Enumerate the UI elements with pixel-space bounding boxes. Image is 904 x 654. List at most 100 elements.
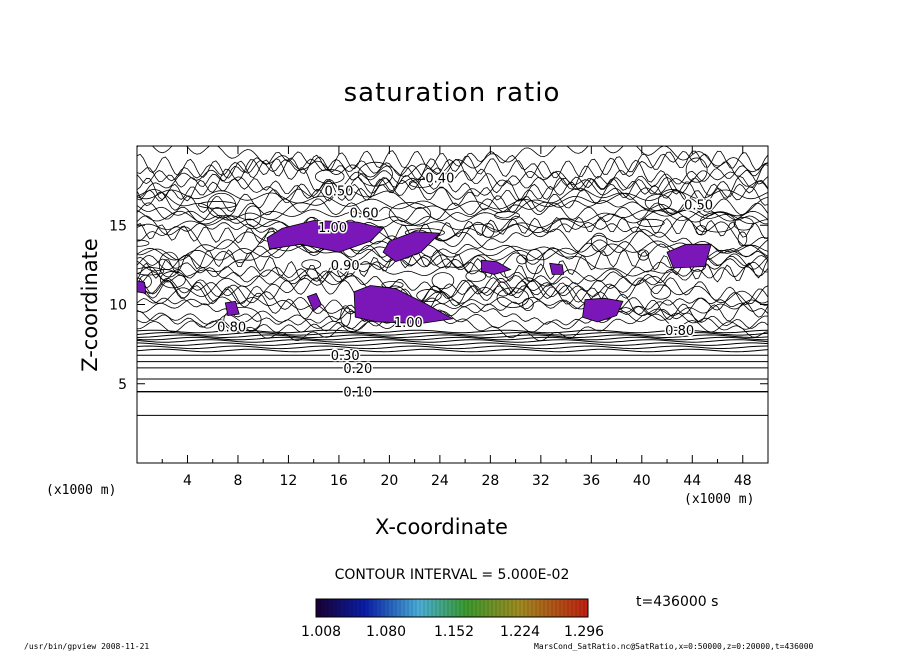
supersaturated-region bbox=[582, 297, 624, 323]
colorbar-tick: 1.080 bbox=[366, 624, 407, 640]
contour-label: 0.10 bbox=[343, 386, 372, 401]
contour-label: 0.50 bbox=[684, 199, 713, 214]
contour-line bbox=[137, 244, 768, 277]
contour-line bbox=[137, 256, 768, 285]
x-axis-ticks: 4 8 12 16 20 24 28 32 36 40 44 48 bbox=[161, 146, 752, 489]
colorbar bbox=[315, 598, 589, 618]
contour-line bbox=[137, 198, 768, 223]
x-unit-left: (x1000 m) bbox=[46, 483, 117, 498]
contour-line bbox=[137, 150, 768, 179]
y-axis-ticks: 5 10 15 bbox=[109, 218, 768, 393]
contour-loop bbox=[737, 231, 748, 247]
contour-loop bbox=[244, 205, 262, 227]
contour-label: 0.20 bbox=[343, 362, 372, 377]
contour-loop bbox=[137, 267, 165, 276]
supersaturated-region bbox=[382, 231, 441, 263]
y-axis-label: Z-coordinate bbox=[78, 238, 102, 372]
contour-label: 1.00 bbox=[394, 316, 423, 331]
time-label: t=436000 s bbox=[636, 594, 719, 610]
contour-line bbox=[137, 221, 768, 259]
contour-line bbox=[137, 215, 768, 256]
contour-loop bbox=[388, 202, 432, 226]
contour-loop bbox=[590, 232, 608, 252]
contour-line bbox=[137, 230, 768, 262]
supersaturated-region bbox=[353, 285, 454, 324]
contour-line bbox=[137, 176, 768, 213]
contour-line bbox=[137, 296, 768, 317]
footer-left: /usr/bin/gpview 2008-11-21 bbox=[24, 642, 150, 651]
x-tick-label: 32 bbox=[532, 473, 550, 489]
contour-line bbox=[137, 334, 768, 339]
contour-loop bbox=[637, 249, 650, 261]
contour-loop bbox=[516, 254, 528, 265]
supersaturated-region bbox=[666, 243, 712, 269]
contour-loop bbox=[431, 272, 455, 290]
contour-loop bbox=[465, 270, 487, 282]
contour-loop bbox=[481, 223, 495, 238]
contour-loop bbox=[644, 193, 672, 212]
x-tick-label: 20 bbox=[380, 473, 398, 489]
supersaturated-region bbox=[481, 259, 512, 275]
contour-loop bbox=[733, 217, 754, 231]
contour-loop bbox=[314, 169, 345, 184]
chart-title: saturation ratio bbox=[343, 78, 561, 108]
contour-line bbox=[137, 241, 768, 271]
x-unit-right: (x1000 m) bbox=[684, 492, 755, 507]
contour-loop bbox=[223, 306, 262, 333]
y-tick-label: 5 bbox=[118, 377, 127, 393]
contour-loop bbox=[159, 271, 186, 289]
contour-line bbox=[137, 209, 768, 242]
contour-interval-label: CONTOUR INTERVAL = 5.000E-02 bbox=[334, 567, 570, 583]
contour-loop bbox=[525, 249, 545, 275]
contour-line bbox=[137, 277, 768, 315]
contour-loop bbox=[340, 305, 351, 327]
contour-loop bbox=[699, 211, 736, 233]
contour-loop bbox=[416, 289, 442, 303]
contour-line bbox=[137, 339, 768, 343]
contour-loop bbox=[650, 284, 672, 300]
x-tick-label: 24 bbox=[431, 473, 449, 489]
contour-loop bbox=[658, 189, 687, 214]
contour-loop bbox=[695, 225, 707, 236]
contour-line bbox=[137, 150, 768, 189]
x-tick-label: 36 bbox=[582, 473, 600, 489]
contour-labels: 0.10 0.200.30 0.40 0.50 0.50 0.60 0.80 0.80 0.90… bbox=[216, 170, 715, 402]
x-tick-label: 8 bbox=[233, 473, 242, 489]
contour-line bbox=[137, 187, 768, 223]
contour-line bbox=[137, 336, 768, 341]
contour-line bbox=[137, 345, 768, 350]
contour-loop bbox=[637, 218, 665, 228]
footer-right: MarsCond_SatRatio.nc@SatRatio,x=0:50000,… bbox=[534, 642, 814, 651]
contour-line bbox=[137, 266, 768, 297]
supersaturated-regions bbox=[137, 220, 712, 324]
x-tick-label: 40 bbox=[633, 473, 651, 489]
contour-lines bbox=[137, 146, 768, 416]
contour-label: 1.00 bbox=[318, 221, 347, 236]
contour-line bbox=[137, 300, 768, 333]
contour-loop bbox=[685, 157, 708, 183]
contour-loop bbox=[158, 251, 180, 278]
contour-line bbox=[137, 177, 768, 202]
x-tick-label: 44 bbox=[683, 473, 701, 489]
colorbar-tick: 1.008 bbox=[301, 624, 342, 640]
y-tick-label: 10 bbox=[109, 298, 127, 314]
contour-line bbox=[137, 312, 768, 342]
contour-loop bbox=[496, 287, 530, 308]
colorbar-tick: 1.152 bbox=[434, 624, 475, 640]
contour-line bbox=[137, 332, 768, 336]
supersaturated-region bbox=[266, 220, 384, 253]
contour-loop bbox=[301, 259, 322, 270]
contour-line bbox=[137, 200, 768, 231]
x-tick-label: 4 bbox=[183, 473, 192, 489]
supersaturated-region bbox=[306, 292, 322, 312]
contour-loop bbox=[408, 179, 433, 188]
x-tick-label: 28 bbox=[481, 473, 499, 489]
contour-label: 0.40 bbox=[425, 172, 454, 187]
contour-line bbox=[137, 310, 768, 333]
contour-loop bbox=[522, 298, 534, 312]
contour-label: 0.60 bbox=[350, 207, 379, 222]
colorbar-tick: 1.224 bbox=[500, 624, 541, 640]
y-tick-label: 15 bbox=[109, 218, 127, 234]
contour-line bbox=[137, 157, 768, 202]
